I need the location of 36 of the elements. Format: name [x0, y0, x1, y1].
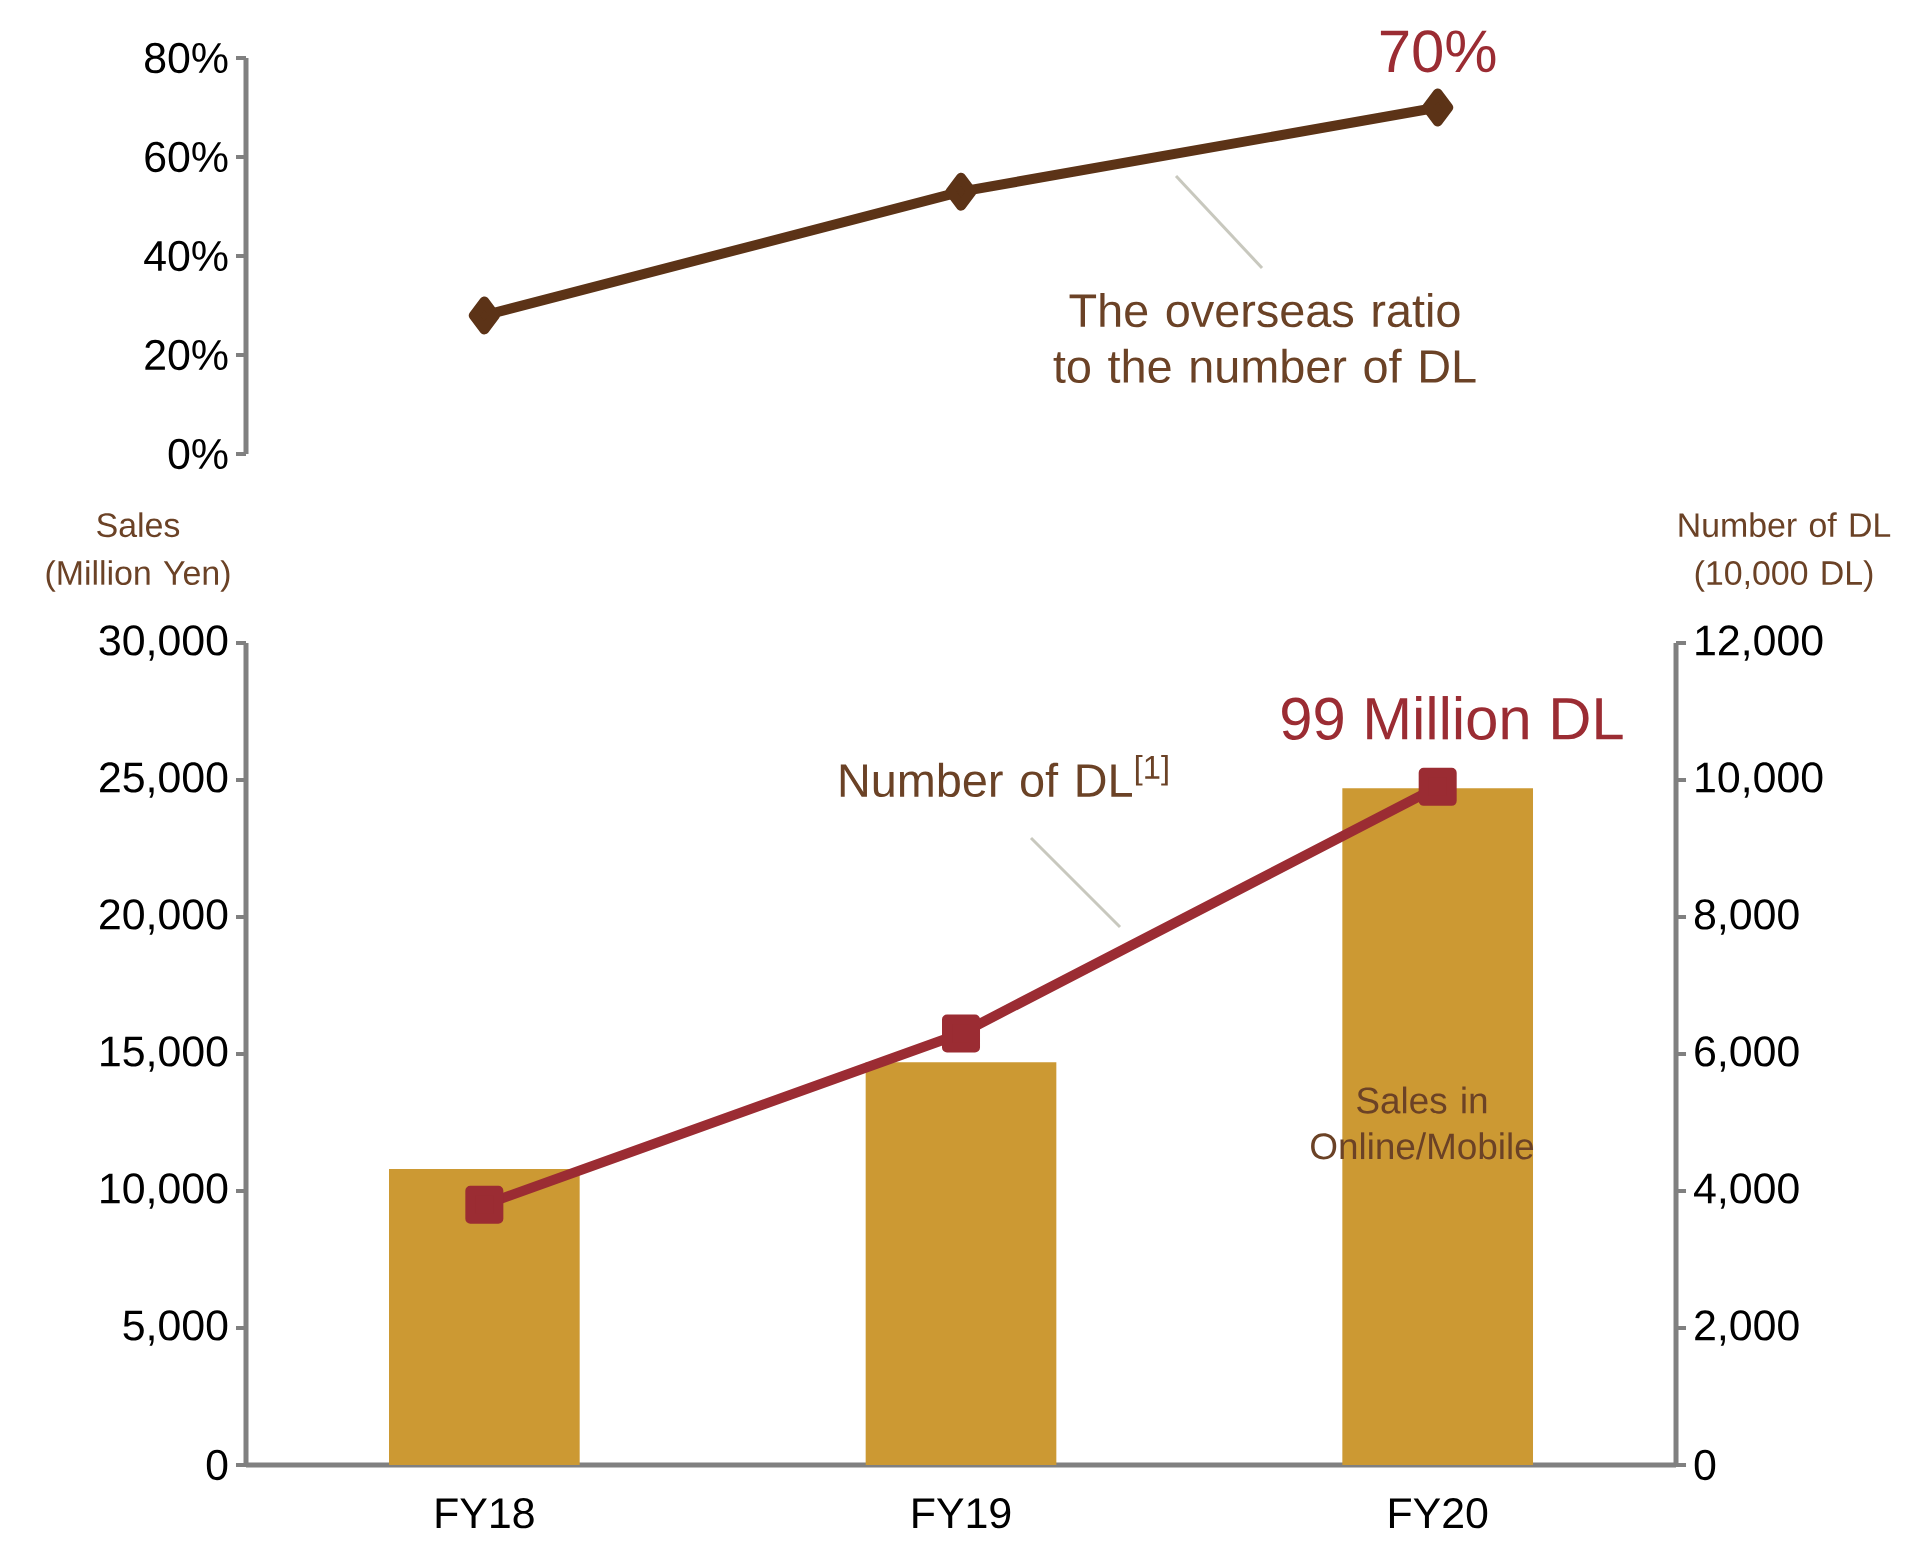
point — [468, 296, 500, 335]
point — [1422, 88, 1454, 127]
text: The overseas ratio to the number of DL — [1053, 292, 1476, 384]
point — [945, 172, 977, 211]
y-tick-label: 40% — [144, 240, 228, 272]
y-tick-label: 0% — [168, 438, 228, 470]
y2-tick-label: 2,000 — [1695, 1310, 1799, 1346]
bar — [389, 1169, 580, 1465]
y-axis-title: Sales (Million Yen) — [46, 512, 230, 592]
y-tick-label: 20% — [145, 339, 228, 371]
data-label: 70% — [1380, 30, 1496, 73]
x-tick-label: FY19 — [913, 1498, 1011, 1529]
point — [942, 1014, 981, 1053]
y2-axis-title: Number of DL (10,000 DL) — [1679, 512, 1891, 592]
x-tick-label: FY18 — [436, 1498, 534, 1529]
y2-tick-label: 4,000 — [1694, 1173, 1799, 1209]
y2-tick-label: 10,000 — [1696, 762, 1823, 798]
y2-tick-label: 0 — [1694, 1449, 1716, 1481]
y-tick-label: 0 — [206, 1449, 228, 1481]
y2-tick-label: 6,000 — [1695, 1036, 1799, 1072]
y-tick-label: 10,000 — [101, 1173, 228, 1209]
y-tick-label: 60% — [145, 141, 228, 173]
point — [465, 1185, 504, 1224]
y2-tick-label: 12,000 — [1696, 625, 1823, 661]
point — [1418, 767, 1457, 806]
y-tick-label: 30,000 — [99, 625, 228, 661]
y-tick-label: 80% — [145, 42, 228, 74]
text: Number of DL$^{[1]}$ — [840, 754, 1168, 798]
x-tick-label: FY20 — [1389, 1498, 1488, 1529]
annotation: 99 Million DL — [1282, 696, 1623, 740]
bar — [865, 1062, 1057, 1465]
y2-tick-label: 8,000 — [1694, 899, 1799, 935]
y-tick-label: 15,000 — [101, 1036, 228, 1072]
y-tick-label: 5,000 — [123, 1310, 228, 1346]
y-tick-label: 20,000 — [100, 899, 228, 935]
y-tick-label: 25,000 — [100, 762, 228, 798]
